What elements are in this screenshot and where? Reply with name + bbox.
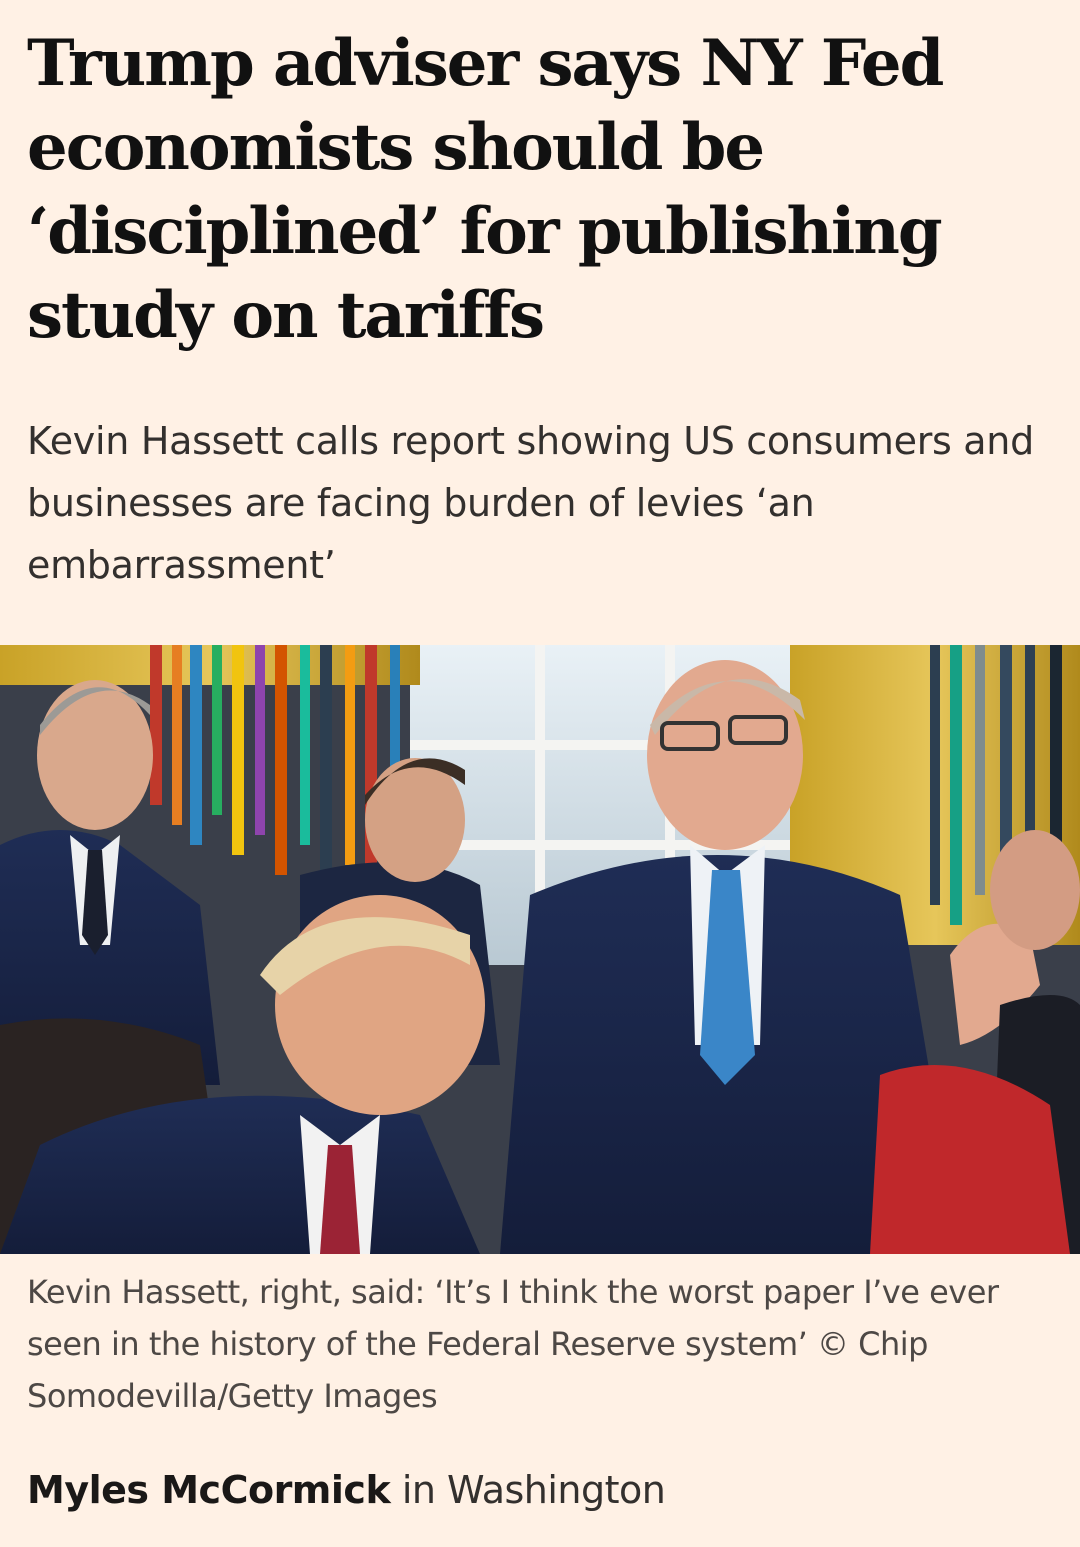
article-byline: Myles McCormick in Washington: [27, 1464, 666, 1516]
article-standfirst: Kevin Hassett calls report showing US co…: [27, 419, 1034, 587]
author-name-link[interactable]: Myles McCormick: [27, 1468, 391, 1512]
article-photo[interactable]: [0, 645, 1080, 1254]
article-headline: Trump adviser says NY Fed economists sho…: [27, 26, 944, 353]
photo-caption: Kevin Hassett, right, said: ‘It’s I thin…: [27, 1273, 999, 1415]
byline-location: in Washington: [401, 1468, 666, 1512]
